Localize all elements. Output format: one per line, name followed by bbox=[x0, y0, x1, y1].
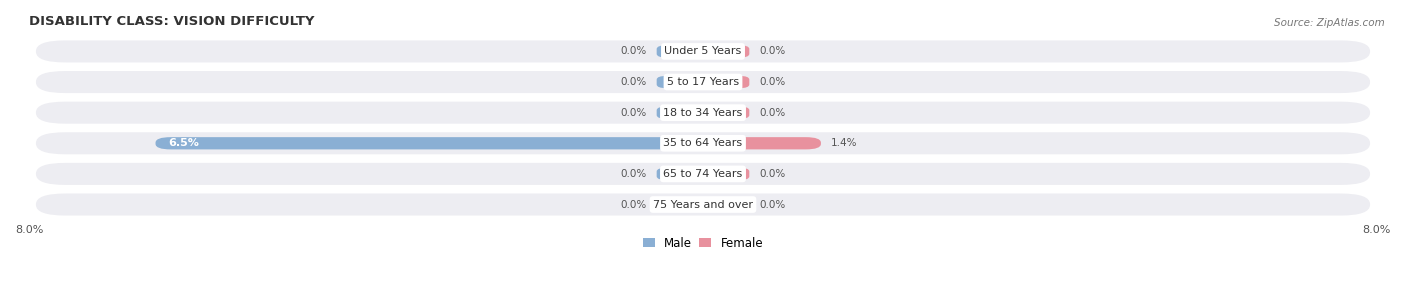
FancyBboxPatch shape bbox=[703, 198, 749, 211]
FancyBboxPatch shape bbox=[657, 168, 703, 180]
FancyBboxPatch shape bbox=[703, 76, 749, 88]
FancyBboxPatch shape bbox=[657, 45, 703, 58]
FancyBboxPatch shape bbox=[703, 137, 821, 149]
Text: 0.0%: 0.0% bbox=[759, 199, 786, 210]
Text: 0.0%: 0.0% bbox=[620, 77, 647, 87]
FancyBboxPatch shape bbox=[37, 40, 1369, 63]
Text: 1.4%: 1.4% bbox=[831, 138, 858, 148]
Text: DISABILITY CLASS: VISION DIFFICULTY: DISABILITY CLASS: VISION DIFFICULTY bbox=[30, 15, 315, 28]
FancyBboxPatch shape bbox=[37, 71, 1369, 93]
FancyBboxPatch shape bbox=[657, 76, 703, 88]
FancyBboxPatch shape bbox=[657, 106, 703, 119]
FancyBboxPatch shape bbox=[703, 45, 749, 58]
Text: 65 to 74 Years: 65 to 74 Years bbox=[664, 169, 742, 179]
Text: 5 to 17 Years: 5 to 17 Years bbox=[666, 77, 740, 87]
Text: 0.0%: 0.0% bbox=[759, 46, 786, 56]
FancyBboxPatch shape bbox=[156, 137, 703, 149]
Text: 0.0%: 0.0% bbox=[759, 77, 786, 87]
Text: 18 to 34 Years: 18 to 34 Years bbox=[664, 108, 742, 118]
Text: 0.0%: 0.0% bbox=[620, 108, 647, 118]
FancyBboxPatch shape bbox=[657, 198, 703, 211]
FancyBboxPatch shape bbox=[703, 106, 749, 119]
Text: 35 to 64 Years: 35 to 64 Years bbox=[664, 138, 742, 148]
FancyBboxPatch shape bbox=[37, 163, 1369, 185]
FancyBboxPatch shape bbox=[703, 168, 749, 180]
Text: Source: ZipAtlas.com: Source: ZipAtlas.com bbox=[1274, 18, 1385, 28]
FancyBboxPatch shape bbox=[37, 132, 1369, 154]
Text: 75 Years and over: 75 Years and over bbox=[652, 199, 754, 210]
Text: 0.0%: 0.0% bbox=[620, 199, 647, 210]
Text: 0.0%: 0.0% bbox=[759, 169, 786, 179]
Legend: Male, Female: Male, Female bbox=[638, 232, 768, 254]
FancyBboxPatch shape bbox=[37, 102, 1369, 124]
FancyBboxPatch shape bbox=[37, 193, 1369, 216]
Text: 0.0%: 0.0% bbox=[620, 46, 647, 56]
Text: Under 5 Years: Under 5 Years bbox=[665, 46, 741, 56]
Text: 0.0%: 0.0% bbox=[759, 108, 786, 118]
Text: 6.5%: 6.5% bbox=[169, 138, 200, 148]
Text: 0.0%: 0.0% bbox=[620, 169, 647, 179]
